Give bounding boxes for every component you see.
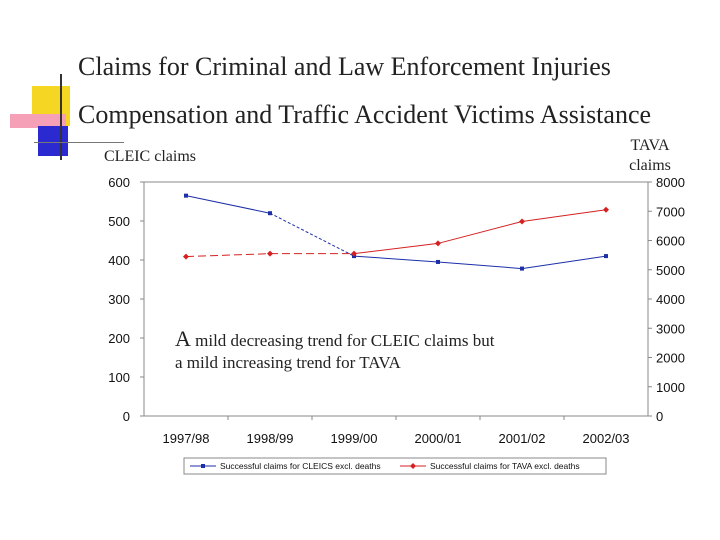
tava-data-point [519, 218, 525, 225]
left-axis-tick-label: 200 [108, 331, 130, 346]
decor-vertical-line [60, 74, 62, 160]
plot-area-frame [143, 181, 649, 417]
annotation-line1-text: mild decreasing trend for CLEIC claims b… [190, 331, 495, 350]
slide-title-line2: Compensation and Traffic Accident Victim… [78, 100, 652, 129]
annotation-first-letter: A [175, 326, 191, 351]
cleic-series-segment [437, 261, 523, 270]
cleic-data-point [520, 266, 524, 271]
right-axis-tick-label: 5000 [656, 263, 685, 278]
annotation-line2: a mild increasing trend for TAVA [175, 353, 401, 372]
cleic-series-segment [269, 212, 355, 257]
left-axis-label: CLEIC claims [104, 148, 196, 165]
right-axis-tick-label: 1000 [656, 380, 685, 395]
tava-series-segment [521, 209, 607, 222]
x-axis-tick-label: 2001/02 [499, 431, 546, 446]
slide-title-line1: Claims for Criminal and Law Enforcement … [78, 52, 611, 81]
decor-horizontal-line [34, 142, 124, 143]
right-axis-tick-label: 7000 [656, 204, 685, 219]
right-axis-tick-label: 4000 [656, 292, 685, 307]
cleic-data-point [184, 193, 188, 198]
tava-data-point [351, 250, 357, 257]
right-axis-label-line1: TAVA [630, 137, 670, 154]
right-axis-tick-label: 6000 [656, 234, 685, 249]
right-axis-tick-label: 8000 [656, 175, 685, 190]
legend-tava-marker [410, 463, 416, 469]
cleic-data-point [268, 211, 272, 216]
right-axis-tick-label: 3000 [656, 321, 685, 336]
tava-data-point [603, 206, 609, 213]
left-axis-tick-label: 300 [108, 292, 130, 307]
x-axis-tick-label: 2000/01 [415, 431, 462, 446]
legend-tava-label: Successful claims for TAVA excl. deaths [430, 461, 580, 471]
cleic-series-segment [185, 195, 271, 214]
cleic-data-point [436, 259, 440, 264]
right-axis-tick-label: 0 [656, 409, 663, 424]
decor-blue-square [38, 126, 68, 156]
cleic-series-segment [521, 255, 607, 270]
legend-box [183, 457, 607, 475]
x-axis-tick-label: 1997/98 [163, 431, 210, 446]
annotation-line1: A mild decreasing trend for CLEIC claims… [175, 326, 494, 352]
x-axis-tick-label: 1998/99 [247, 431, 294, 446]
x-axis-tick-label: 1999/00 [331, 431, 378, 446]
left-axis-tick-label: 400 [108, 253, 130, 268]
tava-series-segment [185, 253, 271, 258]
tava-series-segment [353, 242, 439, 255]
left-axis-tick-label: 100 [108, 370, 130, 385]
left-axis-tick-label: 500 [108, 214, 130, 229]
right-axis-label-line2: claims [629, 157, 671, 174]
left-axis-tick-label: 0 [123, 409, 130, 424]
legend-cleic-marker [201, 464, 205, 468]
cleic-series-segment [353, 255, 439, 263]
x-axis-tick-label: 2002/03 [583, 431, 630, 446]
cleic-data-point [604, 254, 608, 259]
tava-data-point [267, 250, 273, 257]
left-axis-tick-label: 600 [108, 175, 130, 190]
right-axis-tick-label: 2000 [656, 351, 685, 366]
tava-data-point [435, 240, 441, 247]
decor-pink-block [10, 114, 66, 128]
legend-cleic-label: Successful claims for CLEICS excl. death… [220, 461, 381, 471]
tava-data-point [183, 253, 189, 260]
tava-series-segment [437, 221, 523, 244]
right-axis-label: TAVA claims [625, 136, 675, 176]
